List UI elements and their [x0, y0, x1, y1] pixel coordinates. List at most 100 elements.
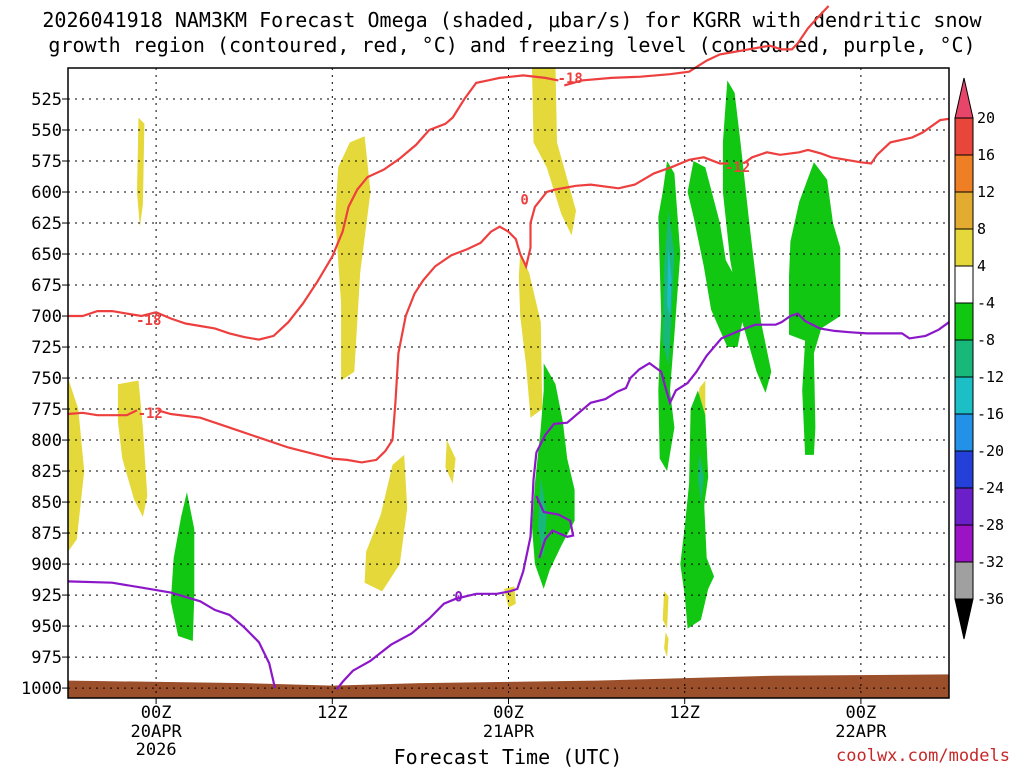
colorbar-label: 12: [977, 183, 995, 201]
colorbar-label: 4: [977, 257, 986, 275]
colorbar-label: -24: [977, 479, 1004, 497]
contour-label: -12: [725, 160, 750, 176]
colorbar-swatch: [954, 413, 974, 452]
positive-omega-region: [68, 378, 85, 552]
omega-shading: [68, 68, 841, 658]
y-tick-label: 825: [31, 462, 62, 482]
negative-omega-region: [789, 162, 841, 455]
x-tick-label: 00Z: [141, 703, 172, 723]
colorbar-bottom-arrow: [954, 598, 974, 640]
y-tick-label: 525: [31, 90, 62, 110]
colorbar-swatch: [954, 191, 974, 230]
positive-omega-region: [518, 254, 543, 418]
y-tick-label: 550: [31, 121, 62, 141]
x-tick-year: 2026: [136, 740, 177, 760]
dgz-contour-line: [67, 409, 138, 417]
x-tick-date: 22APR: [835, 722, 887, 742]
terrain-fill: [68, 674, 949, 698]
y-tick-label: 750: [31, 369, 62, 389]
x-tick-label: 00Z: [493, 703, 524, 723]
y-tick-label: 725: [31, 338, 62, 358]
colorbar-swatch: [954, 561, 974, 600]
negative-omega-region: [687, 161, 744, 347]
y-tick-label: 875: [31, 524, 62, 544]
terrain-layer: [68, 674, 949, 698]
y-tick-label: 700: [31, 307, 62, 327]
colorbar-swatch: [954, 376, 974, 415]
colorbar: 20 16 12 8 4 -4 -8 -12 -16 -20 -24 -28 -32 -36: [954, 77, 1004, 640]
colorbar-label: 20: [977, 109, 995, 127]
colorbar-swatch: [954, 302, 974, 341]
y-tick-label: 975: [31, 648, 62, 668]
y-tick-label: 575: [31, 152, 62, 172]
dgz-contour-line: [563, 5, 830, 87]
positive-omega-region: [664, 632, 669, 658]
colorbar-top-arrow: [954, 77, 974, 119]
colorbar-swatch: [954, 524, 974, 563]
colorbar-label: -12: [977, 368, 1004, 386]
y-tick-label: 600: [31, 183, 62, 203]
negative-omega-region: [680, 390, 715, 629]
x-tick-date: 21APR: [483, 722, 535, 742]
colorbar-swatch: [954, 228, 974, 267]
positive-omega-region: [335, 136, 371, 381]
contour-label: -18: [558, 71, 583, 87]
omega-core-cyan: [667, 247, 672, 316]
omega-core-teal: [697, 452, 704, 503]
contour-label: 0: [454, 589, 462, 605]
y-tick-label: 625: [31, 214, 62, 234]
colorbar-swatch: [954, 450, 974, 489]
omega-core-teal: [537, 477, 547, 558]
colorbar-swatch: [954, 487, 974, 526]
dgz-contour-line: [157, 156, 729, 464]
contour-label: -12: [138, 406, 163, 422]
positive-omega-region: [662, 591, 669, 629]
freezing-level-contour-line: [67, 580, 277, 689]
colorbar-label: 16: [977, 146, 995, 164]
contour-label: 0: [520, 192, 528, 208]
y-tick-label: 900: [31, 555, 62, 575]
y-axis-ticks: 525 550 575 600 625 650 675 700 725 750 775 800 825 8…: [21, 90, 68, 699]
temperature-contours: -18 -12 -18 -12 0 0: [67, 5, 950, 690]
colorbar-swatch: [954, 117, 974, 156]
colorbar-label: -8: [977, 331, 995, 349]
positive-omega-region: [445, 440, 456, 484]
negative-omega-region: [170, 492, 195, 641]
contour-label: -18: [136, 313, 161, 329]
y-tick-label: 925: [31, 586, 62, 606]
colorbar-label: -32: [977, 553, 1004, 571]
y-tick-label: 850: [31, 493, 62, 513]
chart-title-line2: growth region (contoured, red, °C) and f…: [48, 33, 975, 57]
colorbar-swatch: [954, 265, 974, 304]
colorbar-swatch: [954, 154, 974, 193]
positive-omega-region: [532, 68, 576, 236]
x-tick-label: 12Z: [317, 703, 348, 723]
positive-omega-region: [137, 117, 145, 227]
colorbar-label: -16: [977, 405, 1004, 423]
dgz-contour-line: [742, 117, 950, 165]
y-tick-label: 775: [31, 400, 62, 420]
colorbar-label: 8: [977, 220, 986, 238]
y-tick-label: 950: [31, 617, 62, 637]
freezing-level-contour-line: [335, 312, 950, 690]
colorbar-label: -36: [977, 590, 1004, 608]
colorbar-label: -28: [977, 516, 1004, 534]
colorbar-swatch: [954, 339, 974, 378]
colorbar-label: -4: [977, 294, 995, 312]
x-tick-date: 20APR: [131, 722, 183, 742]
credit-text[interactable]: coolwx.com/models: [836, 746, 1010, 766]
freezing-level-contour-line: [535, 495, 575, 559]
y-tick-label: 800: [31, 431, 62, 451]
colorbar-label: -20: [977, 442, 1004, 460]
dgz-contour-line: [68, 74, 559, 341]
negative-omega-region: [722, 80, 772, 393]
pressure-gridlines: [68, 68, 949, 698]
positive-omega-region: [364, 454, 408, 592]
y-tick-label: 675: [31, 276, 62, 296]
x-tick-label: 00Z: [846, 703, 877, 723]
x-axis-label: Forecast Time (UTC): [394, 745, 623, 768]
x-tick-label: 12Z: [669, 703, 700, 723]
positive-omega-region: [117, 380, 148, 517]
